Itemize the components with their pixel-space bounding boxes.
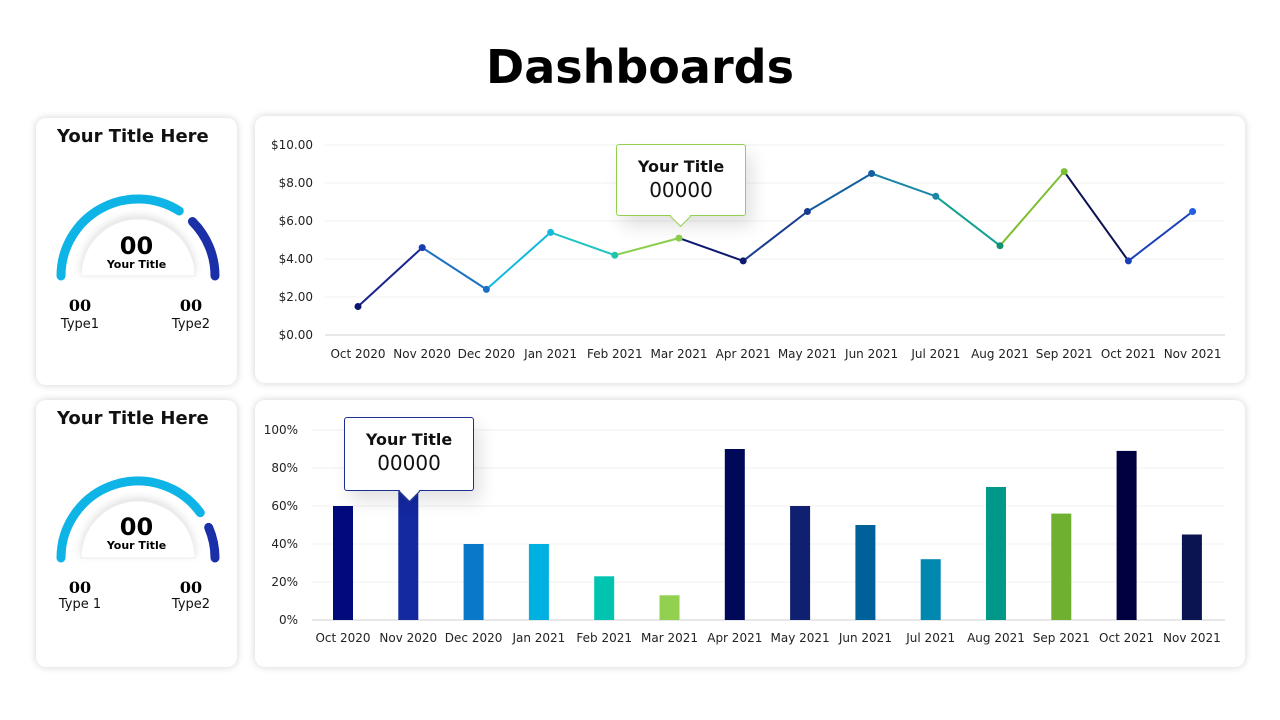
tooltip-value: 00000	[649, 178, 713, 202]
type1-label: Type 1	[58, 597, 102, 612]
tooltip-title: Your Title	[365, 430, 453, 449]
gauge-icon	[56, 476, 220, 563]
gauge-icon	[56, 194, 220, 281]
gauge-title: Your Title Here	[57, 126, 209, 147]
gauge-remainder-arc	[204, 522, 220, 563]
tooltip-value: 00000	[377, 451, 441, 475]
type1-label: Type1	[60, 317, 100, 332]
gauge-label: Your Title	[106, 258, 167, 271]
bar-chart-tooltip: Your Title 00000	[344, 417, 474, 503]
type2-value: 00	[179, 296, 203, 315]
type2-label: Type2	[171, 597, 211, 612]
gauge-fill-arc	[56, 476, 205, 563]
gauge-value: 00	[119, 513, 154, 541]
gauge-inner	[80, 218, 196, 277]
gauge-card-2: Your Title Here 00 Your Title 00 Type 1 …	[36, 400, 237, 667]
gauge-card-1: Your Title Here 00 Your Title 00 Type1 0…	[36, 118, 237, 385]
gauge-title: Your Title Here	[57, 408, 209, 429]
gauge-remainder-arc	[187, 217, 220, 281]
type2-value: 00	[179, 578, 203, 597]
type2-label: Type2	[171, 317, 211, 332]
tooltip-title: Your Title	[637, 157, 725, 176]
line-chart-card	[255, 116, 1245, 383]
gauge-fill-arc	[56, 194, 184, 281]
type1-value: 00	[68, 578, 92, 597]
gauge-label: Your Title	[106, 539, 167, 552]
line-chart-tooltip: Your Title 00000	[616, 144, 746, 228]
type1-value: 00	[68, 296, 92, 315]
page-title: Dashboards	[486, 40, 794, 94]
gauge-inner	[80, 500, 196, 559]
gauge-value: 00	[119, 232, 154, 260]
